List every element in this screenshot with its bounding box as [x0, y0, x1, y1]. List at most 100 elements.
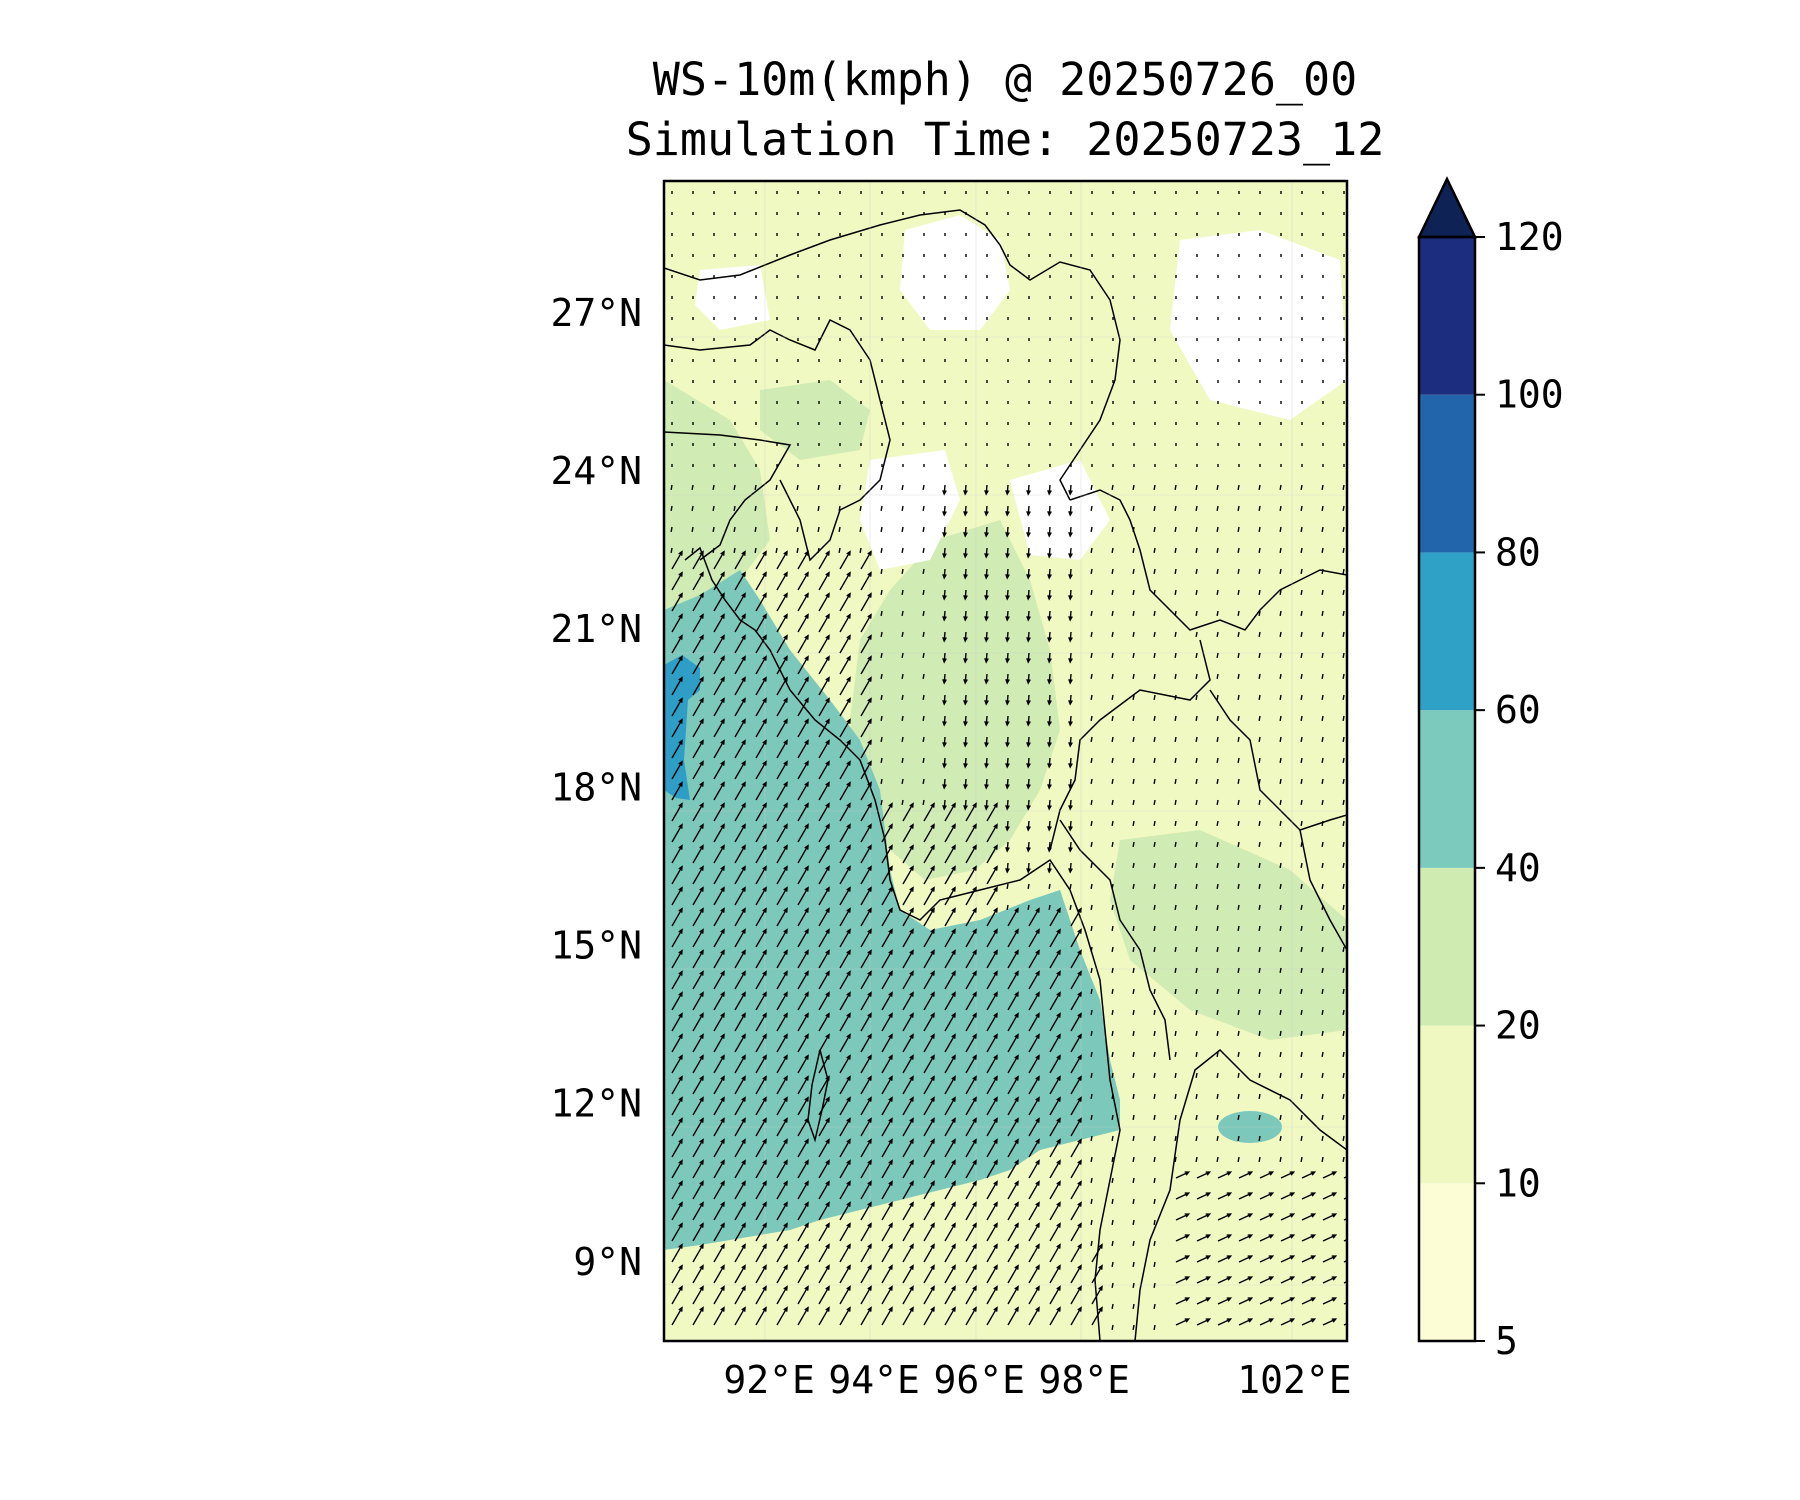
wind-arrow — [1279, 862, 1282, 869]
wind-arrow — [734, 1265, 746, 1284]
wind-arrow-head — [699, 1306, 704, 1312]
wind-arrow-head — [1014, 1075, 1019, 1081]
wind-arrow — [797, 971, 809, 990]
wind-arrow-head — [1035, 1012, 1040, 1018]
wind-arrow — [965, 1139, 977, 1158]
wind-arrow-head — [1056, 970, 1061, 976]
wind-arrow — [1070, 1286, 1082, 1305]
wind-arrow — [1321, 652, 1324, 659]
wind-arrow-head — [930, 1033, 935, 1039]
wind-arrow — [986, 1223, 998, 1242]
wind-arrow — [1342, 547, 1345, 554]
wind-arrow — [670, 484, 673, 491]
wind-arrow — [986, 1286, 998, 1305]
wind-arrow — [902, 1160, 914, 1179]
wind-arrow — [1217, 1276, 1231, 1284]
wind-arrow-head — [1289, 1318, 1296, 1323]
wind-arrow — [1111, 547, 1114, 554]
wind-arrow-head — [699, 1033, 704, 1039]
wind-arrow-head — [1047, 657, 1052, 664]
wind-arrow — [734, 1055, 746, 1074]
wind-arrow — [1195, 820, 1198, 827]
wind-arrow — [923, 1286, 935, 1305]
wind-arrow — [1237, 1093, 1240, 1100]
wind-arrow — [818, 992, 830, 1011]
wind-arrow-head — [1047, 825, 1052, 832]
wind-arrow — [1049, 1223, 1061, 1242]
wind-arrow-head — [930, 1201, 935, 1207]
wind-arrow — [1007, 1286, 1019, 1305]
wind-arrow — [881, 1202, 893, 1221]
wind-arrow — [1132, 1240, 1135, 1247]
wind-arrow-head — [699, 844, 704, 850]
wind-arrow-head — [909, 907, 914, 913]
wind-arrow — [692, 908, 704, 927]
wind-arrow-head — [804, 1117, 809, 1123]
wind-arrow — [1237, 1135, 1240, 1142]
wind-arrow — [1342, 799, 1345, 806]
wind-arrow-head — [930, 844, 935, 850]
wind-arrow-head — [783, 907, 788, 913]
wind-arrow — [923, 1097, 935, 1116]
wind-arrow — [818, 698, 830, 717]
wind-arrow — [1153, 610, 1156, 617]
wind-arrow-head — [1056, 1159, 1061, 1165]
wind-arrow — [1300, 1030, 1303, 1037]
wind-arrow — [1111, 1303, 1114, 1310]
wind-arrow-head — [930, 1012, 935, 1018]
wind-arrow — [692, 929, 704, 948]
wind-arrow-head — [888, 1243, 893, 1249]
colorbar-tick-label: 40 — [1495, 846, 1541, 890]
wind-vector-field — [670, 191, 1347, 1331]
wind-arrow-head — [984, 678, 989, 685]
wind-arrow — [1300, 883, 1303, 890]
wind-arrow-head — [984, 804, 989, 811]
wind-arrow-head — [783, 844, 788, 850]
wind-arrow-head — [846, 1033, 851, 1039]
wind-arrow — [1258, 757, 1261, 764]
wind-arrow-head — [825, 928, 830, 934]
wind-arrow — [734, 1181, 746, 1200]
wind-arrow — [880, 631, 883, 638]
wind-arrow-head — [720, 1243, 725, 1249]
wind-arrow-head — [867, 1180, 872, 1186]
wind-arrow-head — [867, 1264, 872, 1270]
wind-arrow — [755, 1055, 767, 1074]
wind-arrow — [1070, 1223, 1082, 1242]
wind-arrow — [880, 715, 883, 722]
wind-arrow — [818, 656, 830, 675]
wind-arrow-head — [963, 636, 968, 643]
wind-arrow — [818, 866, 830, 885]
lon-tick-label: 96°E — [933, 1358, 1025, 1402]
wind-arrow — [986, 1034, 998, 1053]
wind-arrow — [1174, 946, 1177, 953]
wind-arrow — [1028, 1202, 1040, 1221]
wind-arrow-head — [783, 718, 788, 724]
wind-arrow-head — [720, 1096, 725, 1102]
wind-arrow-head — [804, 1138, 809, 1144]
wind-arrow — [734, 1160, 746, 1179]
wind-arrow — [902, 908, 914, 927]
wind-arrow-head — [1014, 1138, 1019, 1144]
wind-arrow-head — [825, 550, 830, 556]
wind-arrow-head — [1047, 783, 1052, 790]
wind-arrow — [671, 1055, 683, 1074]
wind-arrow — [880, 547, 883, 554]
wind-arrow-head — [1247, 1318, 1254, 1323]
wind-arrow — [1196, 1318, 1210, 1326]
wind-arrow — [1280, 1297, 1294, 1305]
wind-arrow — [902, 1244, 914, 1263]
wind-arrow-head — [972, 844, 977, 850]
wind-arrow — [1237, 1156, 1240, 1163]
wind-arrow — [1237, 967, 1240, 974]
wind-arrow — [965, 803, 977, 822]
wind-arrow-head — [1014, 970, 1019, 976]
wind-arrow — [1132, 967, 1135, 974]
wind-arrow-head — [1056, 907, 1061, 913]
wind-arrow — [1111, 736, 1114, 743]
wind-arrow — [1174, 1051, 1177, 1058]
wind-arrow-head — [930, 1075, 935, 1081]
wind-arrow — [902, 1034, 914, 1053]
wind-arrow — [1279, 1135, 1282, 1142]
wind-arrow — [1279, 505, 1282, 512]
